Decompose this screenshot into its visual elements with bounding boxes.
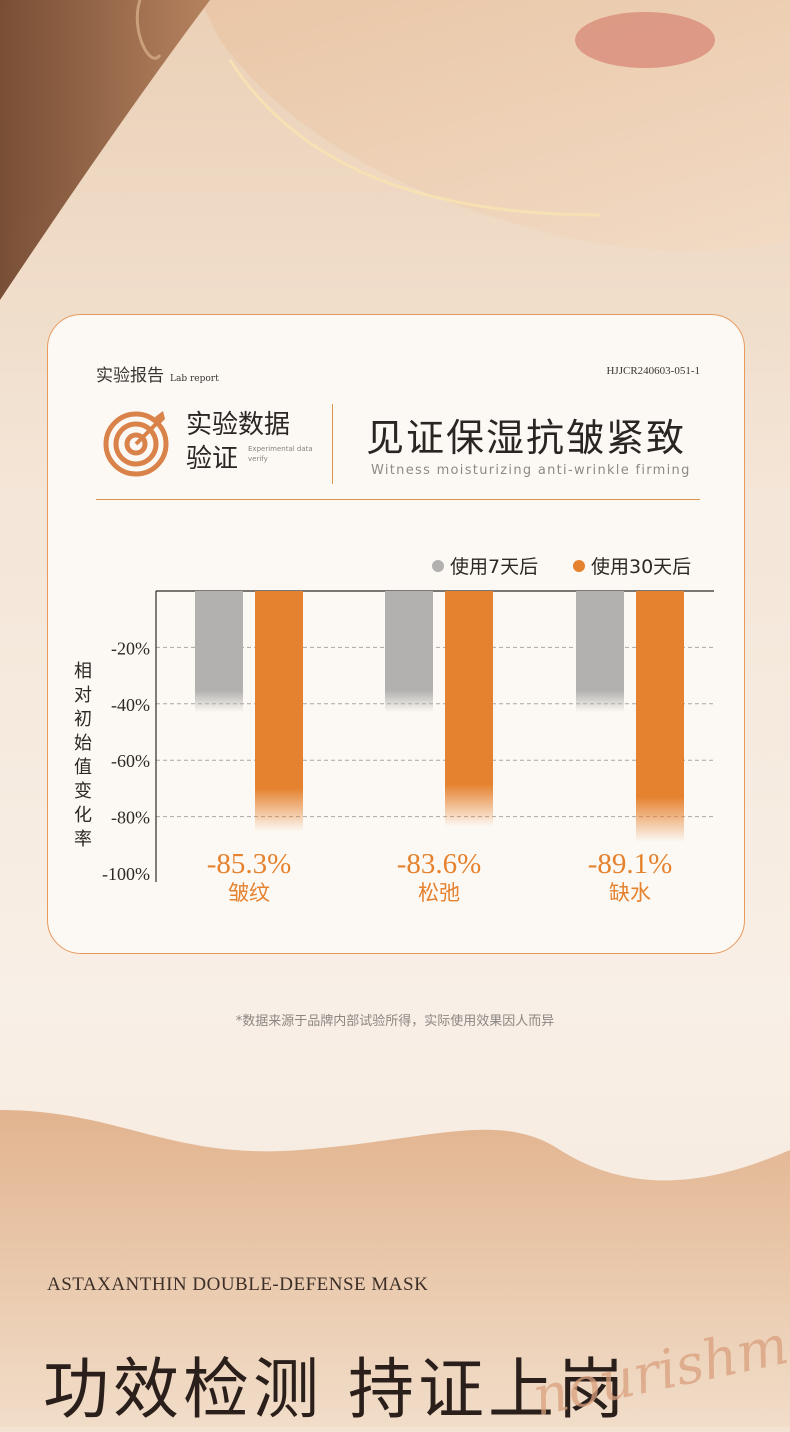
badge-line2: 验证	[186, 444, 239, 474]
bar-day7	[195, 591, 243, 713]
headline: 见证保湿抗皱紧致	[366, 416, 687, 460]
headline-en: Witness moisturizing anti-wrinkle firmin…	[371, 463, 691, 478]
category-label: 缺水	[609, 881, 651, 905]
y-axis-label: 初	[74, 709, 92, 730]
legend-dot	[573, 560, 585, 572]
y-axis-label: 变	[74, 781, 92, 802]
y-tick-label: -20%	[111, 638, 150, 658]
footnote: *数据来源于品牌内部试验所得，实际使用效果因人而异	[235, 1014, 555, 1029]
bar-day30	[255, 591, 303, 832]
y-tick-label: -60%	[111, 751, 150, 771]
data-label: -89.1%	[588, 848, 673, 880]
header-rule	[96, 499, 700, 500]
legend-label: 使用7天后	[450, 556, 538, 578]
y-tick-label: -80%	[111, 808, 150, 828]
badge-line1: 实验数据	[186, 410, 291, 440]
data-label: -85.3%	[207, 848, 292, 880]
bar-day30	[445, 591, 493, 827]
y-axis-label: 相	[74, 661, 92, 682]
y-tick-label: -40%	[111, 695, 150, 715]
lab-report-en: Lab report	[170, 374, 219, 384]
legend-dot	[432, 560, 444, 572]
badge-en: Experimental data verify	[248, 445, 313, 463]
lab-report-label: 实验报告 Lab report	[96, 361, 219, 386]
lab-report-cn: 实验报告	[96, 366, 164, 386]
bar-day30	[636, 591, 684, 843]
header-divider	[332, 404, 333, 484]
target-icon	[103, 411, 169, 477]
product-name: ASTAXANTHIN DOUBLE-DEFENSE MASK	[47, 1274, 429, 1295]
y-axis-label: 值	[74, 757, 92, 778]
bar-day7	[385, 591, 433, 713]
category-label: 皱纹	[228, 881, 270, 905]
y-axis-label: 化	[74, 805, 92, 826]
report-code: HJJCR240603-051-1	[606, 365, 700, 377]
y-axis-label: 对	[74, 685, 92, 706]
category-label: 松弛	[418, 881, 460, 905]
y-axis-label: 始	[74, 733, 92, 754]
data-label: -83.6%	[397, 848, 482, 880]
legend-label: 使用30天后	[591, 556, 691, 578]
y-axis-label: 率	[74, 829, 92, 850]
bottom-title: 功效检测 持证上岗	[43, 1351, 628, 1428]
bar-day7	[576, 591, 624, 713]
y-tick-label: -100%	[102, 864, 150, 884]
